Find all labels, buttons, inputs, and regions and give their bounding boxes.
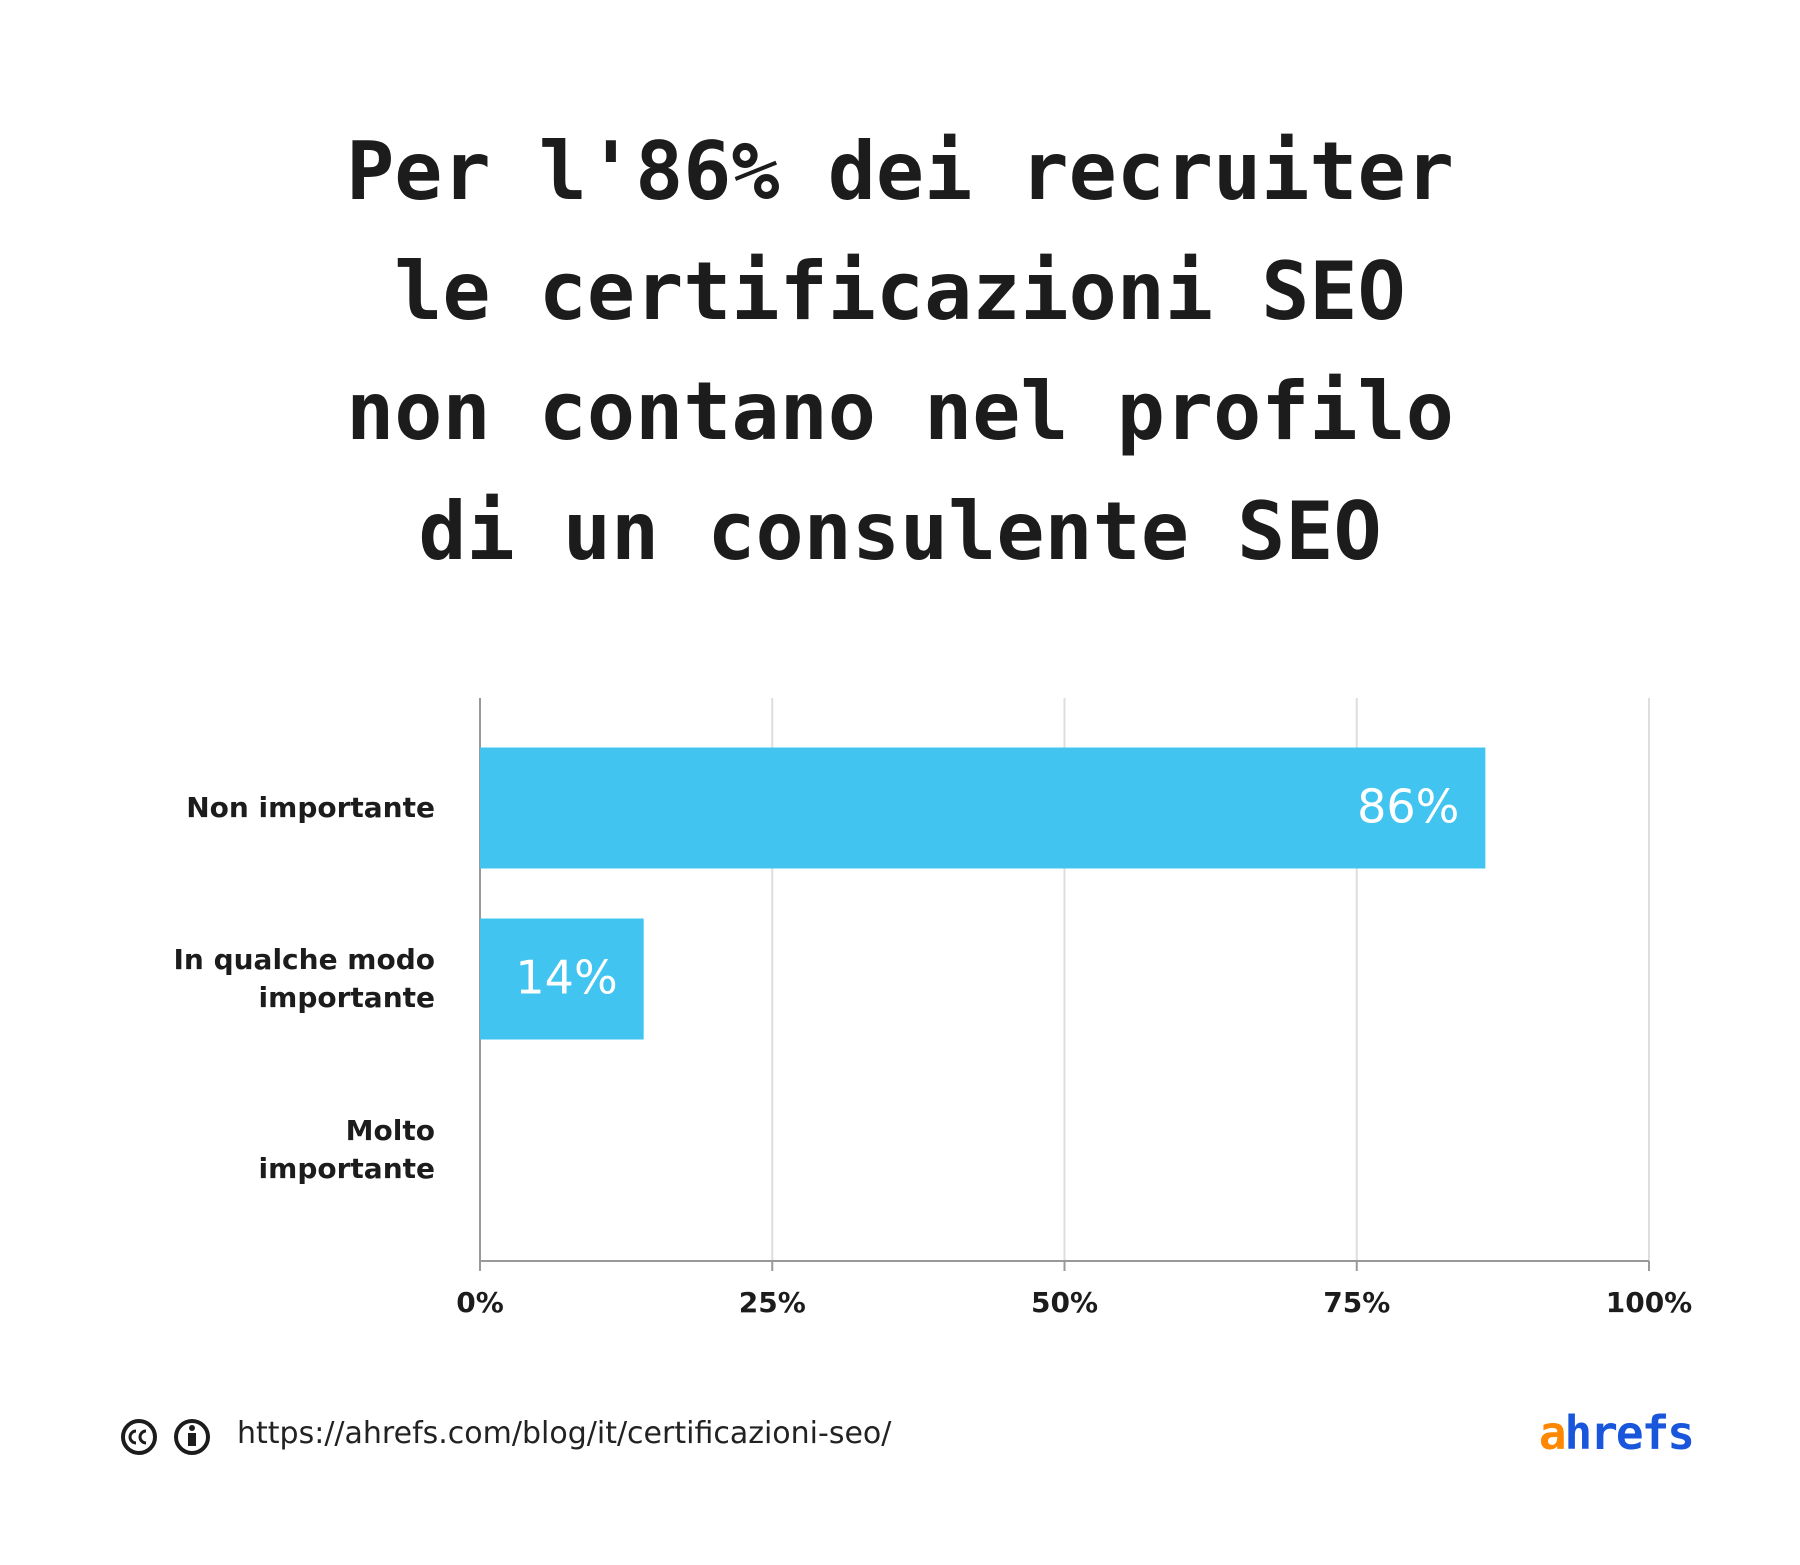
chart-title: Per l'86% dei recruiter le certificazion… [346, 125, 1454, 578]
y-tick-label: In qualche modo importante [173, 943, 435, 1014]
x-tick-label: 50% [1031, 1286, 1098, 1319]
x-tick-label: 0% [456, 1286, 504, 1319]
x-tick-label: 25% [739, 1286, 806, 1319]
bar [480, 747, 1486, 869]
x-tick-label: 100% [1606, 1286, 1693, 1319]
value-label: 14% [515, 951, 617, 1005]
y-tick-label: Non importante [186, 791, 435, 824]
x-tick-label: 75% [1323, 1286, 1390, 1319]
y-tick-label: Molto importante [258, 1114, 435, 1185]
bar [480, 918, 644, 1040]
logo: ahrefs [1538, 1406, 1695, 1460]
license-icons [121, 1419, 210, 1455]
source-url: https://ahrefs.com/blog/it/certificazion… [237, 1416, 892, 1451]
value-label: 86% [1357, 780, 1459, 834]
